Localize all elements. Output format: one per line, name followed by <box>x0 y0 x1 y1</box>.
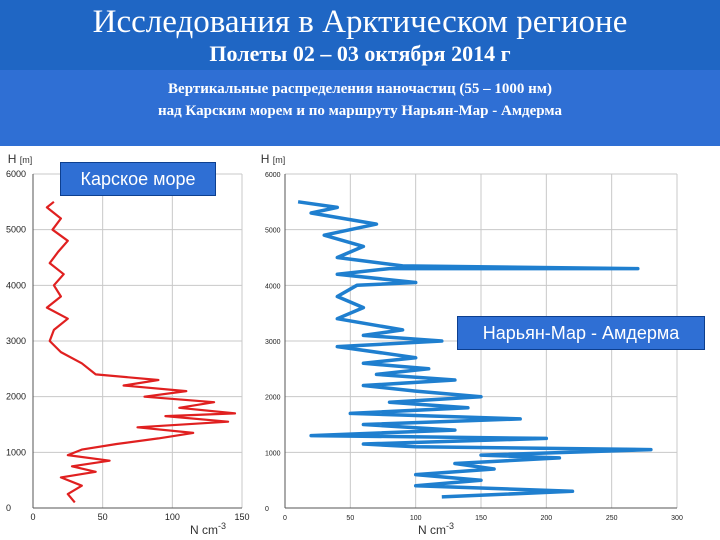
y-tick-label: 3000 <box>6 336 26 346</box>
y-tick-label: 6000 <box>265 172 281 179</box>
x-axis-label: N cm-3 <box>418 521 454 537</box>
x-tick-label: 150 <box>234 512 249 522</box>
x-tick-label: 200 <box>540 515 552 522</box>
x-tick-label: 50 <box>346 515 354 522</box>
description-banner <box>0 70 720 146</box>
x-tick-label: 150 <box>475 515 487 522</box>
x-tick-label: 0 <box>283 515 287 522</box>
y-tick-label: 4000 <box>265 283 281 290</box>
x-tick-label: 100 <box>165 512 180 522</box>
x-tick-label: 300 <box>671 515 683 522</box>
chart-label-kara: Карское море <box>60 162 216 196</box>
x-tick-label: 0 <box>30 512 35 522</box>
y-tick-label: 2000 <box>265 395 281 402</box>
y-axis-label: H [m] <box>261 152 286 166</box>
y-axis-label: H [m] <box>8 152 33 166</box>
y-tick-label: 3000 <box>265 339 281 346</box>
x-tick-label: 50 <box>98 512 108 522</box>
y-tick-label: 2000 <box>6 392 26 402</box>
x-axis-label: N cm-3 <box>190 521 226 537</box>
y-tick-label: 4000 <box>6 280 26 290</box>
x-tick-label: 250 <box>606 515 618 522</box>
banner-line-2: над Карским морем и по маршруту Нарьян-М… <box>157 103 563 119</box>
y-tick-label: 5000 <box>265 228 281 235</box>
x-tick-label: 100 <box>410 515 422 522</box>
series-line <box>297 200 653 499</box>
slide-subtitle: Полеты 02 – 03 октября 2014 г <box>209 41 511 66</box>
y-tick-label: 1000 <box>265 450 281 457</box>
banner-line-1: Вертикальные распределения наночастиц (5… <box>168 81 552 97</box>
slide-title: Исследования в Арктическом регионе <box>92 4 628 40</box>
y-tick-label: 0 <box>265 506 269 513</box>
y-tick-label: 5000 <box>6 225 26 235</box>
series-line <box>45 200 237 504</box>
y-tick-label: 6000 <box>6 169 26 179</box>
chart-label-route: Нарьян-Мар - Амдерма <box>457 316 705 350</box>
y-tick-label: 0 <box>6 503 11 513</box>
y-tick-label: 1000 <box>6 447 26 457</box>
